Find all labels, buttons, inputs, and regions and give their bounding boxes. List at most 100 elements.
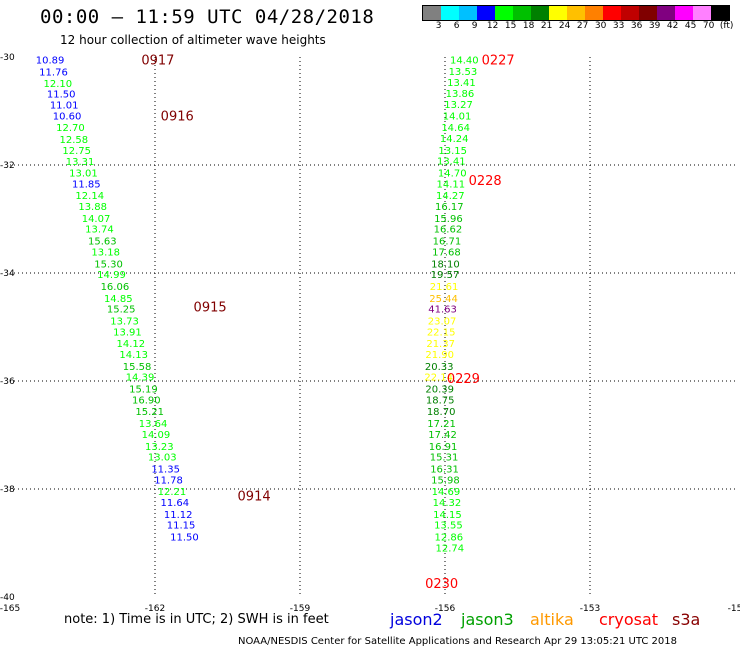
color-scale-label: 39 (648, 21, 661, 31)
swh-value-label: 21.37 (426, 339, 455, 350)
swh-value-label: 13.41 (447, 78, 476, 89)
color-scale-swatch (513, 6, 531, 20)
swh-value-label: 15.19 (129, 385, 158, 396)
y-tick-label: -40 (0, 593, 15, 603)
color-scale-label: 70 (702, 21, 715, 31)
swh-value-label: 21.90 (425, 350, 454, 361)
y-tick-label: -32 (0, 161, 15, 171)
swh-value-label: 15.58 (123, 362, 152, 373)
color-scale-label: 18 (522, 21, 535, 31)
color-scale-label: 42 (666, 21, 679, 31)
pass-time-label: 0228 (469, 174, 502, 189)
swh-value-label: 20.39 (425, 385, 454, 396)
color-scale-label: (ft) (719, 21, 734, 31)
swh-value-label: 15.21 (135, 407, 164, 418)
swh-value-label: 14.39 (126, 373, 155, 384)
swh-value-label: 13.74 (85, 225, 114, 236)
pass-time-label: 0914 (238, 489, 271, 504)
x-tick-label: -165 (0, 604, 20, 614)
swh-value-label: 20.33 (425, 362, 454, 373)
y-tick-label: -38 (0, 485, 15, 495)
swh-value-label: 18.70 (427, 407, 456, 418)
swh-value-label: 12.86 (435, 533, 464, 544)
x-tick-label: -15 (728, 604, 740, 614)
swh-value-label: 11.01 (50, 101, 79, 112)
page-title: 00:00 – 11:59 UTC 04/28/2018 (40, 6, 375, 28)
swh-value-label: 11.64 (160, 498, 189, 509)
y-tick-label: -34 (0, 269, 15, 279)
color-scale-bar (422, 5, 730, 21)
color-scale-swatch (441, 6, 459, 20)
color-scale-swatch (693, 6, 711, 20)
swh-value-label: 13.41 (437, 157, 466, 168)
swh-value-label: 15.98 (431, 475, 460, 486)
swh-value-label: 13.73 (110, 317, 139, 328)
swh-value-label: 23.07 (428, 317, 457, 328)
swh-value-label: 15.63 (88, 237, 117, 248)
pass-time-label: 0230 (425, 577, 458, 592)
swh-value-label: 13.15 (438, 146, 467, 157)
color-scale-swatch (495, 6, 513, 20)
swh-value-label: 13.27 (444, 100, 473, 111)
swh-value-label: 41.63 (428, 305, 457, 316)
swh-value-label: 15.25 (107, 305, 136, 316)
swh-value-label: 14.40 (450, 56, 479, 67)
swh-value-label: 15.30 (94, 259, 123, 270)
legend-item-jason3: jason3 (461, 610, 514, 629)
swh-value-label: 16.71 (433, 237, 462, 248)
swh-value-label: 10.89 (36, 56, 65, 67)
x-tick-label: -159 (290, 604, 311, 614)
swh-value-label: 13.88 (78, 202, 107, 213)
color-scale-swatch (603, 6, 621, 20)
swh-value-label: 11.85 (72, 179, 101, 190)
color-scale-swatch (639, 6, 657, 20)
color-scale-swatch (657, 6, 675, 20)
color-scale-swatch (423, 6, 441, 20)
legend-item-jason2: jason2 (390, 610, 443, 629)
swh-value-label: 14.01 (443, 111, 472, 122)
swh-value-label: 10.60 (53, 111, 82, 122)
swh-value-label: 11.50 (47, 90, 76, 101)
swh-value-label: 14.13 (119, 350, 148, 361)
swh-value-label: 14.32 (433, 498, 462, 509)
color-scale-label: 33 (612, 21, 625, 31)
color-scale-swatch (549, 6, 567, 20)
swh-value-label: 13.55 (434, 521, 463, 532)
swh-value-label: 12.70 (56, 123, 85, 134)
x-tick-label: -162 (145, 604, 165, 614)
swh-value-label: 15.96 (434, 214, 463, 225)
swh-value-label: 14.24 (440, 134, 469, 145)
swh-value-label: 11.12 (164, 510, 193, 521)
swh-value-label: 13.53 (449, 67, 478, 78)
legend-item-cryosat: cryosat (599, 610, 659, 629)
swh-value-label: 12.75 (62, 146, 91, 157)
swh-value-label: 14.15 (433, 510, 462, 521)
swh-value-label: 13.03 (148, 453, 177, 464)
legend-item-altika: altika (530, 610, 574, 629)
swh-value-label: 14.70 (438, 169, 467, 180)
color-scale-swatch (567, 6, 585, 20)
color-scale-label: 24 (558, 21, 571, 31)
color-scale-label: 12 (486, 21, 499, 31)
color-scale-label: 15 (504, 21, 517, 31)
swh-value-label: 16.91 (429, 442, 458, 453)
swh-value-label: 16.17 (435, 202, 464, 213)
swh-value-label: 22.14 (424, 373, 453, 384)
color-scale-labels: 3 6 9 12 15 18 21 24 27 30 33 36 39 42 45 70 (ft) (422, 21, 734, 33)
x-tick-label: -156 (435, 604, 456, 614)
legend-item-s3a: s3a (672, 610, 701, 629)
color-scale-swatch (585, 6, 603, 20)
swh-value-label: 14.07 (82, 214, 111, 225)
footer-note: note: 1) Time is in UTC; 2) SWH is in fe… (64, 612, 329, 627)
swh-value-label: 19.57 (431, 270, 460, 281)
swh-value-label: 18.10 (431, 259, 460, 270)
color-scale-label: 9 (471, 21, 478, 31)
swh-value-label: 13.01 (69, 169, 98, 180)
color-scale-swatch (675, 6, 693, 20)
swh-value-label: 13.23 (145, 442, 174, 453)
swh-value-label: 14.69 (432, 487, 461, 498)
y-tick-label: -30 (0, 53, 15, 63)
color-scale-label: 30 (594, 21, 607, 31)
